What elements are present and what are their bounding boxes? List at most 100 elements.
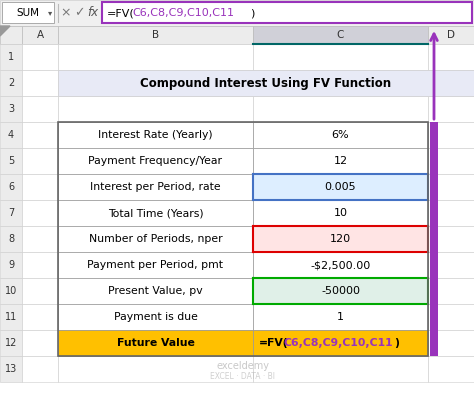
Bar [58, 70, 253, 96]
Bar [58, 96, 253, 122]
Bar [428, 278, 474, 304]
Bar [0, 304, 22, 330]
Text: 11: 11 [5, 312, 17, 322]
Bar [253, 200, 428, 226]
Bar [428, 226, 474, 252]
Text: 10: 10 [5, 286, 17, 296]
Bar [58, 278, 253, 304]
Bar [0, 330, 22, 356]
Text: Interest Rate (Yearly): Interest Rate (Yearly) [98, 130, 213, 140]
Bar [22, 200, 58, 226]
Bar [22, 122, 58, 148]
Bar [0, 252, 22, 278]
Bar [0, 226, 22, 252]
Text: 10: 10 [334, 208, 347, 218]
Bar [58, 304, 253, 330]
Bar [58, 200, 253, 226]
Bar [58, 330, 253, 356]
Bar [58, 200, 253, 226]
Text: Future Value: Future Value [117, 338, 194, 348]
Bar [253, 44, 428, 70]
Bar [0, 122, 22, 148]
Text: 6: 6 [8, 182, 14, 192]
Text: =FV(: =FV( [259, 338, 289, 348]
Bar [428, 148, 474, 174]
Bar [428, 174, 474, 200]
Bar [58, 304, 253, 330]
Bar [0, 96, 22, 122]
Bar [58, 226, 253, 252]
Text: Present Value, pv: Present Value, pv [108, 286, 203, 296]
Bar [2, 2, 54, 23]
Bar [428, 304, 474, 330]
Bar [102, 2, 472, 23]
Text: -$2,500.00: -$2,500.00 [310, 260, 371, 270]
Text: fx: fx [87, 7, 99, 20]
Bar [428, 252, 474, 278]
Text: Payment per Period, pmt: Payment per Period, pmt [88, 260, 224, 270]
Bar [0, 44, 22, 70]
Bar [22, 252, 58, 278]
Text: 9: 9 [8, 260, 14, 270]
Bar [253, 174, 428, 200]
Bar [253, 226, 428, 252]
Text: 0.005: 0.005 [325, 182, 356, 192]
Text: Compound Interest Using FV Function: Compound Interest Using FV Function [140, 77, 392, 89]
Bar [253, 122, 428, 148]
Bar [428, 122, 474, 148]
Text: exceldemy: exceldemy [217, 361, 270, 371]
Bar [253, 70, 428, 96]
Bar [58, 252, 253, 278]
Text: ✓: ✓ [74, 7, 84, 20]
Bar [253, 278, 428, 304]
Text: 4: 4 [8, 130, 14, 140]
Bar [0, 26, 22, 44]
Text: 6%: 6% [332, 130, 349, 140]
Text: 3: 3 [8, 104, 14, 114]
Bar [22, 304, 58, 330]
Bar [253, 304, 428, 330]
Bar [58, 122, 428, 356]
Polygon shape [0, 26, 10, 36]
Bar [253, 252, 428, 278]
Bar [58, 70, 474, 96]
Bar [58, 252, 253, 278]
Bar [428, 96, 474, 122]
Text: 12: 12 [5, 338, 17, 348]
Bar [253, 330, 428, 356]
Bar [58, 44, 253, 70]
Bar [58, 278, 253, 304]
Bar [430, 122, 438, 356]
Text: 7: 7 [8, 208, 14, 218]
Text: D: D [447, 30, 455, 40]
Bar [58, 122, 253, 148]
Bar [428, 70, 474, 96]
Bar [428, 44, 474, 70]
Text: 1: 1 [8, 52, 14, 62]
Bar [253, 356, 428, 382]
Text: 13: 13 [5, 364, 17, 374]
Text: Payment Frequency/Year: Payment Frequency/Year [89, 156, 222, 166]
Bar [253, 200, 428, 226]
Bar [0, 356, 22, 382]
Text: 2: 2 [8, 78, 14, 88]
Bar [22, 226, 58, 252]
Bar [253, 96, 428, 122]
Bar [58, 148, 253, 174]
Text: A: A [36, 30, 44, 40]
Bar [253, 174, 428, 200]
Bar [253, 252, 428, 278]
Bar [22, 330, 58, 356]
Text: Payment is due: Payment is due [114, 312, 198, 322]
Bar [22, 70, 58, 96]
Text: EXCEL · DATA · BI: EXCEL · DATA · BI [210, 372, 275, 381]
Bar [428, 356, 474, 382]
Bar [0, 70, 22, 96]
Bar [253, 148, 428, 174]
Text: =FV(: =FV( [107, 8, 135, 18]
Bar [0, 278, 22, 304]
Text: 12: 12 [333, 156, 347, 166]
Text: SUM: SUM [17, 8, 39, 18]
Text: ): ) [394, 338, 399, 348]
Bar [22, 278, 58, 304]
